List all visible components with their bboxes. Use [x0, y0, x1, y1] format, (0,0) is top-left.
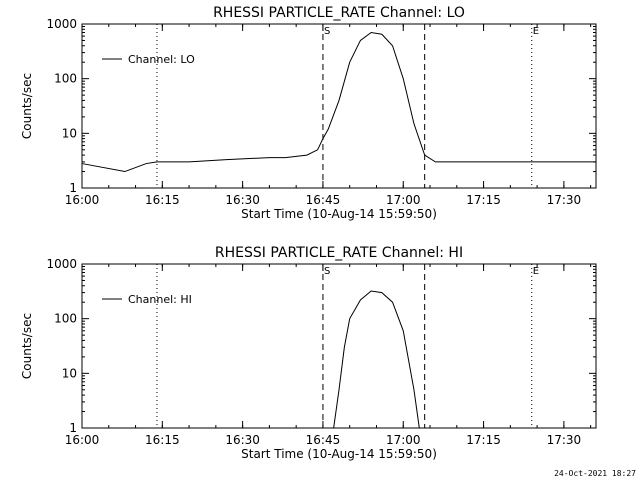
x-tick-label: 16:30 [225, 433, 260, 447]
chart-title: RHESSI PARTICLE_RATE Channel: LO [213, 5, 465, 21]
x-tick-label: 17:30 [547, 433, 582, 447]
legend-label: Channel: HI [128, 293, 192, 306]
y-tick-label: 1 [69, 181, 77, 195]
x-tick-label: 16:15 [145, 433, 180, 447]
y-tick-label: 10 [62, 366, 77, 380]
marker-label: S [324, 266, 330, 277]
marker-label: E [533, 26, 539, 37]
y-tick-label: 100 [54, 312, 77, 326]
plot-frame [81, 23, 597, 189]
y-tick-label: 100 [54, 72, 77, 86]
plot-frame [81, 263, 597, 429]
x-tick-label: 17:00 [386, 193, 421, 207]
x-tick-label: 16:45 [306, 433, 341, 447]
x-tick-label: 17:00 [386, 433, 421, 447]
y-tick-label: 10 [62, 126, 77, 140]
marker-label: S [324, 26, 330, 37]
y-tick-label: 1000 [46, 257, 77, 271]
x-tick-label: 17:15 [466, 433, 501, 447]
footer-timestamp: 24-Oct-2021 18:27 [554, 469, 636, 478]
x-axis-label: Start Time (10-Aug-14 15:59:50) [241, 207, 437, 221]
x-axis-label: Start Time (10-Aug-14 15:59:50) [241, 447, 437, 461]
y-axis-label: Counts/sec [20, 73, 34, 139]
y-tick-label: 1 [69, 421, 77, 435]
x-tick-label: 17:15 [466, 193, 501, 207]
x-tick-label: 16:15 [145, 193, 180, 207]
x-tick-label: 16:30 [225, 193, 260, 207]
series-line [333, 290, 420, 429]
y-tick-label: 1000 [46, 17, 77, 31]
marker-label: E [533, 266, 539, 277]
series-line [81, 31, 596, 173]
x-tick-label: 17:30 [547, 193, 582, 207]
y-axis-label: Counts/sec [20, 313, 34, 379]
legend-label: Channel: LO [128, 53, 195, 66]
x-tick-label: 16:00 [65, 193, 100, 207]
chart-title: RHESSI PARTICLE_RATE Channel: HI [215, 245, 463, 261]
x-tick-label: 16:00 [65, 433, 100, 447]
x-tick-label: 16:45 [306, 193, 341, 207]
